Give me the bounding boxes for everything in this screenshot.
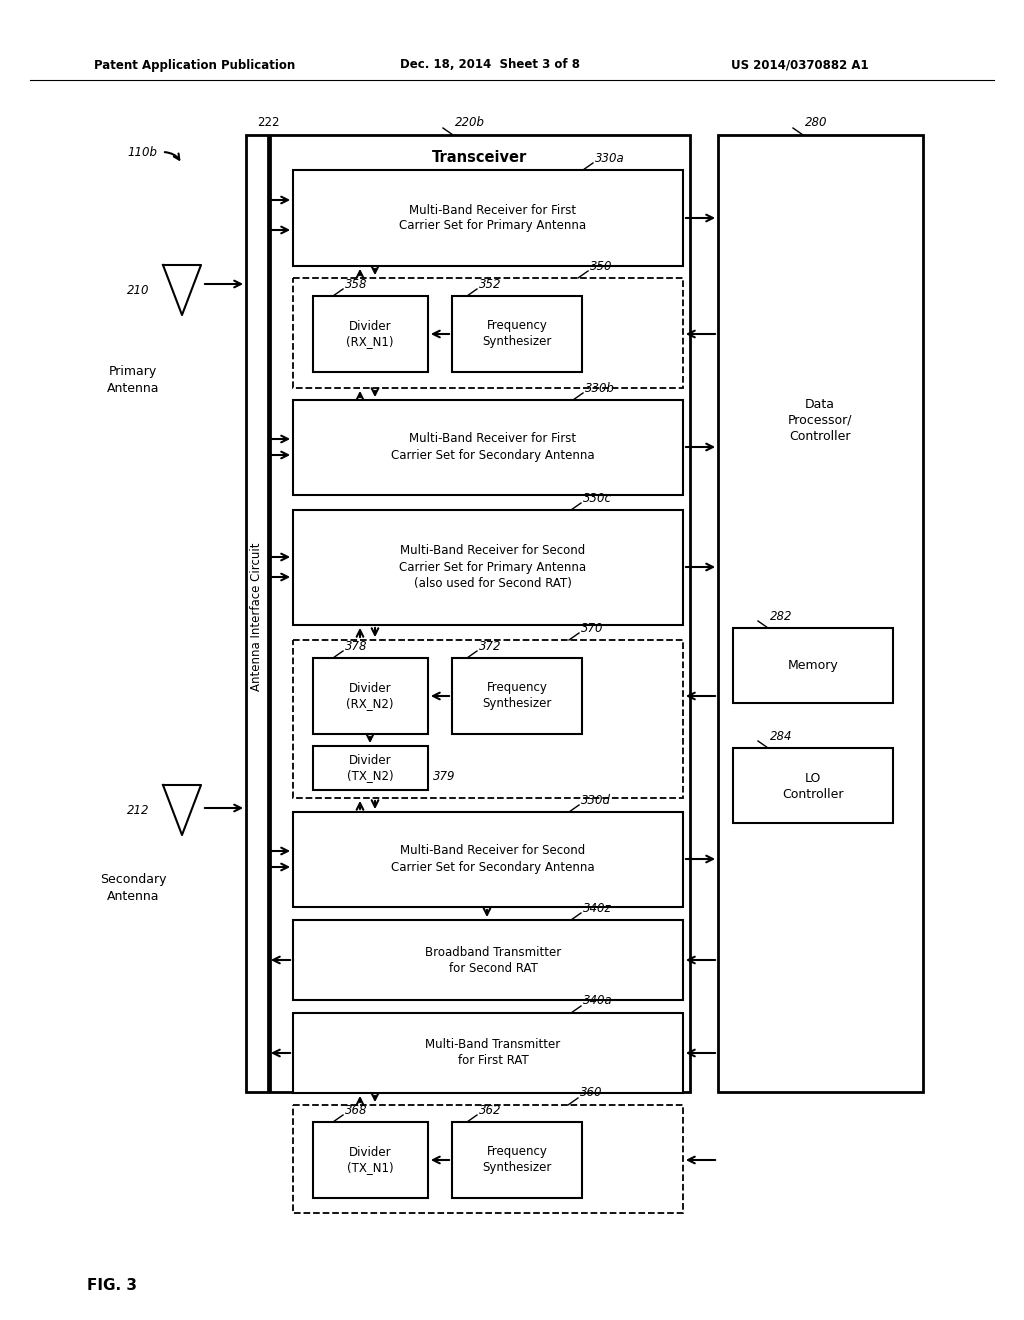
Text: Antenna Interface Circuit: Antenna Interface Circuit	[251, 543, 263, 692]
Text: Primary
Antenna: Primary Antenna	[106, 366, 160, 395]
Text: Multi-Band Receiver for First
Carrier Set for Primary Antenna: Multi-Band Receiver for First Carrier Se…	[399, 203, 587, 232]
Text: Multi-Band Transmitter
for First RAT: Multi-Band Transmitter for First RAT	[425, 1039, 560, 1068]
Text: Dec. 18, 2014  Sheet 3 of 8: Dec. 18, 2014 Sheet 3 of 8	[400, 58, 580, 71]
Text: 330b: 330b	[585, 381, 615, 395]
Text: Divider
(RX_N1): Divider (RX_N1)	[346, 319, 394, 348]
Text: 352: 352	[479, 277, 502, 290]
Text: Frequency
Synthesizer: Frequency Synthesizer	[482, 319, 552, 348]
Text: 222: 222	[257, 116, 280, 129]
Text: Divider
(TX_N2): Divider (TX_N2)	[347, 754, 393, 783]
Bar	[270, 135, 690, 1092]
Bar	[293, 920, 683, 1001]
Bar	[313, 746, 428, 789]
Text: 340a: 340a	[583, 994, 612, 1007]
Text: US 2014/0370882 A1: US 2014/0370882 A1	[731, 58, 868, 71]
Text: Broadband Transmitter
for Second RAT: Broadband Transmitter for Second RAT	[425, 945, 561, 974]
Text: 110b: 110b	[127, 145, 157, 158]
Text: 378: 378	[345, 639, 368, 652]
Bar	[452, 657, 582, 734]
Bar	[718, 135, 923, 1092]
Text: Frequency
Synthesizer: Frequency Synthesizer	[482, 681, 552, 710]
Text: FIG. 3: FIG. 3	[87, 1278, 137, 1292]
Text: 360: 360	[580, 1086, 602, 1100]
Polygon shape	[163, 265, 201, 315]
Text: 372: 372	[479, 639, 502, 652]
Text: 330a: 330a	[595, 152, 625, 165]
Text: Divider
(RX_N2): Divider (RX_N2)	[346, 681, 394, 710]
Bar	[293, 1012, 683, 1093]
Text: 282: 282	[770, 610, 793, 623]
Text: Multi-Band Receiver for Second
Carrier Set for Secondary Antenna: Multi-Band Receiver for Second Carrier S…	[391, 845, 595, 874]
Text: 379: 379	[433, 770, 456, 783]
Text: Patent Application Publication: Patent Application Publication	[94, 58, 296, 71]
Text: 330c: 330c	[583, 491, 612, 504]
Bar	[293, 170, 683, 267]
Polygon shape	[163, 785, 201, 836]
Bar	[293, 510, 683, 624]
Bar	[733, 628, 893, 704]
Bar	[293, 279, 683, 388]
Text: 212: 212	[127, 804, 150, 817]
Bar	[313, 1122, 428, 1199]
Text: 284: 284	[770, 730, 793, 743]
Text: 280: 280	[805, 116, 827, 129]
Text: 370: 370	[581, 622, 603, 635]
Bar	[452, 1122, 582, 1199]
Text: Divider
(TX_N1): Divider (TX_N1)	[347, 1146, 393, 1175]
Text: Transceiver: Transceiver	[432, 150, 527, 165]
Text: 368: 368	[345, 1104, 368, 1117]
Bar	[733, 748, 893, 822]
Bar	[313, 296, 428, 372]
Text: LO
Controller: LO Controller	[782, 771, 844, 800]
Text: 350: 350	[590, 260, 612, 272]
Bar	[246, 135, 268, 1092]
Bar	[452, 296, 582, 372]
Bar	[293, 1105, 683, 1213]
Text: 220b: 220b	[455, 116, 485, 129]
Text: Secondary
Antenna: Secondary Antenna	[99, 874, 166, 903]
Text: 210: 210	[127, 284, 150, 297]
Text: Multi-Band Receiver for First
Carrier Set for Secondary Antenna: Multi-Band Receiver for First Carrier Se…	[391, 433, 595, 462]
Text: 362: 362	[479, 1104, 502, 1117]
Text: Frequency
Synthesizer: Frequency Synthesizer	[482, 1146, 552, 1175]
Bar	[313, 657, 428, 734]
Text: 340z: 340z	[583, 902, 611, 915]
Text: Data
Processor/
Controller: Data Processor/ Controller	[787, 397, 852, 442]
Bar	[293, 640, 683, 799]
Text: Multi-Band Receiver for Second
Carrier Set for Primary Antenna
(also used for Se: Multi-Band Receiver for Second Carrier S…	[399, 544, 587, 590]
Text: 358: 358	[345, 277, 368, 290]
Text: 330d: 330d	[581, 793, 611, 807]
Bar	[293, 400, 683, 495]
Bar	[293, 812, 683, 907]
Text: Memory: Memory	[787, 660, 839, 672]
